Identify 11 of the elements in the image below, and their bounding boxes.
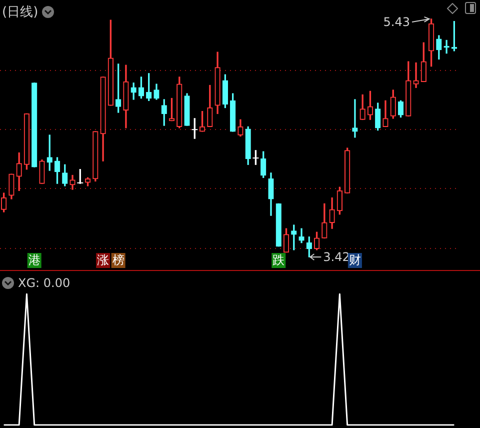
annotation: 3.42	[323, 250, 350, 264]
annotation: 涨	[97, 253, 110, 268]
annotation: 5.43	[383, 15, 410, 30]
annotation: 港	[28, 253, 40, 268]
annotation: 财	[348, 253, 361, 268]
annotation: 跌	[272, 253, 285, 268]
chart-title: (日线)	[2, 4, 38, 21]
candlestick	[352, 99, 358, 138]
chart-title: XG: 0.00	[18, 276, 70, 290]
annotation: 榜	[112, 253, 124, 268]
candlestick	[413, 62, 419, 88]
